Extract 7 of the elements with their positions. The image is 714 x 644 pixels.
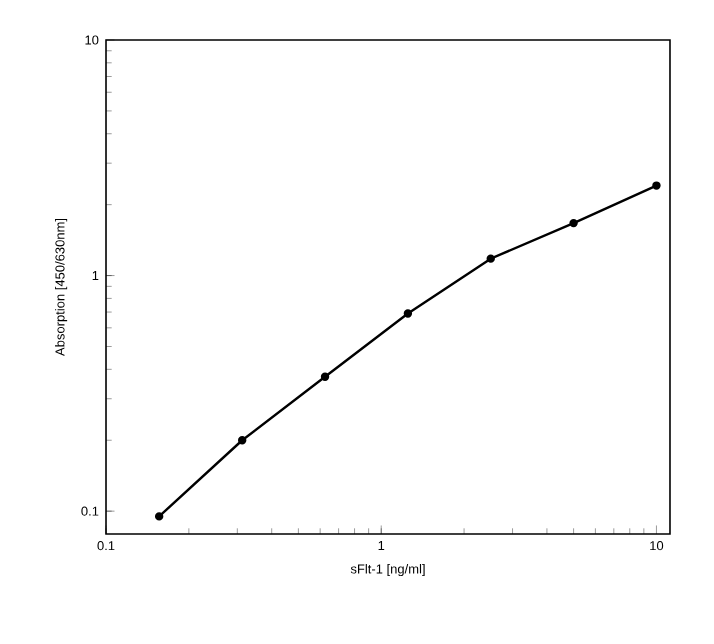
point [569, 218, 578, 228]
point [320, 372, 330, 381]
point [154, 512, 164, 521]
point [486, 254, 495, 263]
point [652, 181, 661, 190]
point [403, 309, 413, 318]
point [237, 436, 247, 445]
